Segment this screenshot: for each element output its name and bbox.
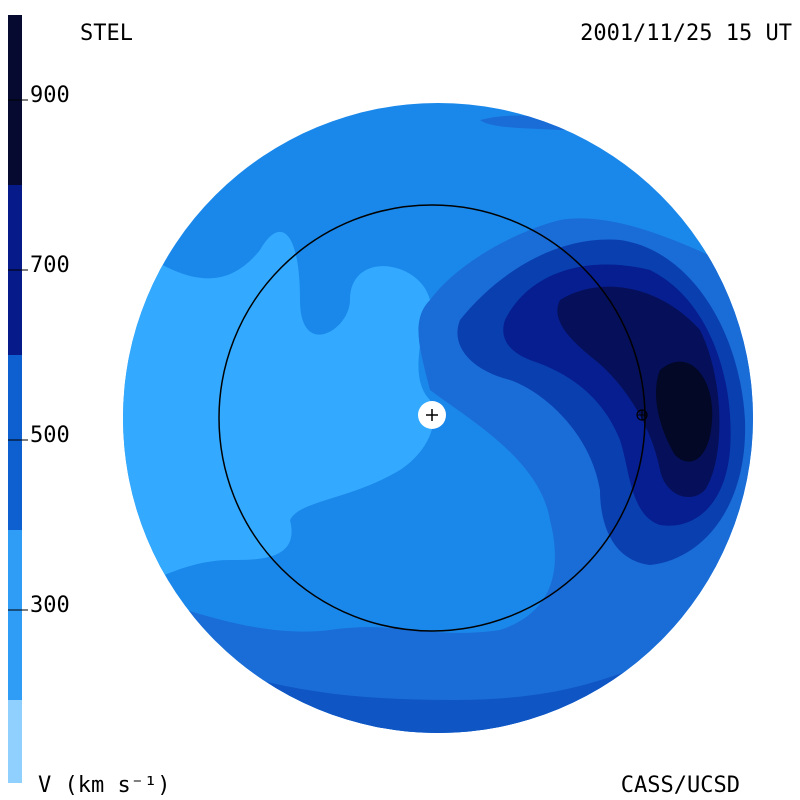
header-left: STEL xyxy=(80,21,133,46)
colorbar-tick-label: 300 xyxy=(30,593,70,618)
colorbar-tick-label: 500 xyxy=(30,423,70,448)
colorbar-tick-label: 900 xyxy=(30,83,70,108)
colorbar: 900 700 500 300 xyxy=(8,15,70,783)
region xyxy=(655,361,713,462)
region xyxy=(123,220,434,600)
earth-cross xyxy=(637,410,647,420)
header-right: 2001/11/25 15 UT xyxy=(580,21,792,46)
colorbar-band xyxy=(8,530,22,700)
colorbar-band xyxy=(8,700,22,783)
footer-right: CASS/UCSD xyxy=(621,773,740,798)
colorbar-band xyxy=(8,355,22,530)
orbit-circle xyxy=(218,204,646,632)
colorbar-label: V (km s⁻¹) xyxy=(38,773,170,798)
colorbar-tick-label: 700 xyxy=(30,253,70,278)
sun-cross xyxy=(426,409,438,421)
